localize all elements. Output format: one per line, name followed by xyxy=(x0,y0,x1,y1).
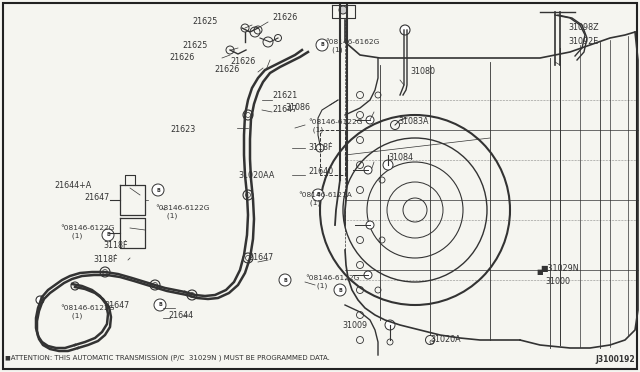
Circle shape xyxy=(154,299,166,311)
Text: 31000: 31000 xyxy=(545,278,570,286)
Text: B: B xyxy=(316,192,320,198)
Text: 31080: 31080 xyxy=(410,67,435,77)
Text: 21647: 21647 xyxy=(105,301,130,310)
Text: 21626: 21626 xyxy=(170,52,195,61)
Text: (1): (1) xyxy=(308,127,323,133)
Text: B: B xyxy=(320,42,324,48)
Text: (1): (1) xyxy=(60,233,83,239)
Text: (1): (1) xyxy=(155,213,177,219)
Circle shape xyxy=(385,320,395,330)
Circle shape xyxy=(316,39,328,51)
Text: 31020AA: 31020AA xyxy=(239,170,275,180)
Text: °08146-6162G: °08146-6162G xyxy=(325,39,380,45)
Circle shape xyxy=(383,160,393,170)
Text: 21647: 21647 xyxy=(272,106,297,115)
Text: B: B xyxy=(156,187,160,192)
Text: ■31029N: ■31029N xyxy=(540,263,579,273)
Text: B: B xyxy=(158,302,162,308)
Text: 3118Ḟ: 3118Ḟ xyxy=(308,144,333,153)
Text: 3118Ḟ: 3118Ḟ xyxy=(104,241,128,250)
Circle shape xyxy=(339,6,347,14)
Circle shape xyxy=(102,229,114,241)
Text: ■: ■ xyxy=(537,269,543,275)
Text: (1): (1) xyxy=(60,313,83,319)
Text: 31009: 31009 xyxy=(343,321,368,330)
Text: 31084: 31084 xyxy=(388,154,413,163)
Text: 21626: 21626 xyxy=(272,13,297,22)
Text: °08146-6121A: °08146-6121A xyxy=(298,192,352,198)
Text: 21640: 21640 xyxy=(308,167,333,176)
Text: 21644+A: 21644+A xyxy=(55,180,92,189)
Circle shape xyxy=(364,271,372,279)
Circle shape xyxy=(312,189,324,201)
Text: 21647: 21647 xyxy=(248,253,273,263)
Text: B: B xyxy=(338,288,342,292)
Circle shape xyxy=(400,25,410,35)
Text: 21644: 21644 xyxy=(168,311,193,320)
Text: B: B xyxy=(283,278,287,282)
Text: 21625: 21625 xyxy=(182,41,208,49)
Circle shape xyxy=(366,116,374,124)
Text: (1): (1) xyxy=(325,47,342,53)
Text: °08146-6122G: °08146-6122G xyxy=(60,225,115,231)
Circle shape xyxy=(152,184,164,196)
Text: 21623: 21623 xyxy=(171,125,196,135)
Circle shape xyxy=(279,274,291,286)
Text: 21647: 21647 xyxy=(84,193,110,202)
Text: (1): (1) xyxy=(305,283,328,289)
Text: 21626: 21626 xyxy=(215,65,240,74)
Text: 31020A: 31020A xyxy=(430,336,461,344)
Text: 3118Ḟ: 3118Ḟ xyxy=(93,256,118,264)
Text: J3100192: J3100192 xyxy=(595,356,635,365)
Text: B: B xyxy=(106,232,110,237)
Text: °08146-6122G: °08146-6122G xyxy=(308,119,362,125)
Text: 31092E: 31092E xyxy=(568,38,598,46)
Text: 21626: 21626 xyxy=(231,58,256,67)
Text: 31083A: 31083A xyxy=(398,118,429,126)
Text: °08146-6122G: °08146-6122G xyxy=(155,205,209,211)
Circle shape xyxy=(334,284,346,296)
Text: (1): (1) xyxy=(298,200,321,206)
Text: °08146-6122G: °08146-6122G xyxy=(305,275,360,281)
Text: 31098Z: 31098Z xyxy=(568,23,598,32)
Text: 21625: 21625 xyxy=(193,17,218,26)
Text: 21621: 21621 xyxy=(272,92,297,100)
Circle shape xyxy=(36,296,44,304)
Circle shape xyxy=(364,166,372,174)
Text: °08146-6122G: °08146-6122G xyxy=(60,305,115,311)
Circle shape xyxy=(366,221,374,229)
Text: 31086: 31086 xyxy=(285,103,310,112)
Text: ◼ATTENTION: THIS AUTOMATIC TRANSMISSION (P/C  31029N ) MUST BE PROGRAMMED DATA.: ◼ATTENTION: THIS AUTOMATIC TRANSMISSION … xyxy=(5,355,330,361)
